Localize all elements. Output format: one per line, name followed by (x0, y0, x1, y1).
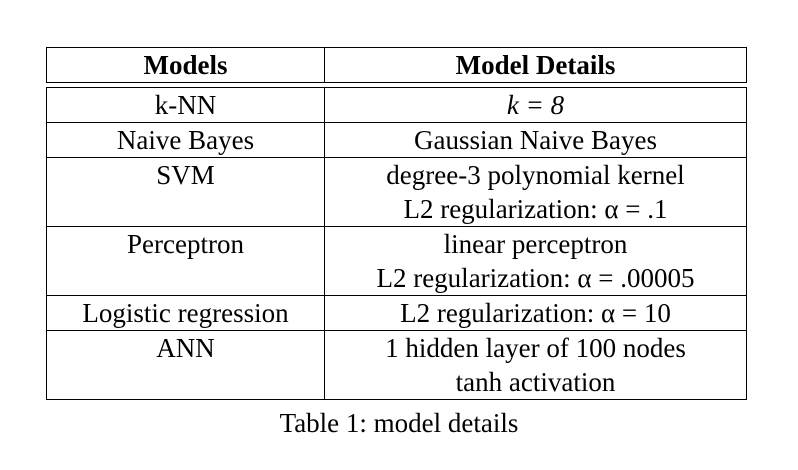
model-details-table-container: Models Model Details k-NN k = 8 Naive Ba… (46, 47, 747, 400)
model-details: Gaussian Naive Bayes (324, 122, 747, 158)
model-name: Perceptron (46, 226, 325, 296)
table-row: Logistic regression L2 regularization: α… (46, 295, 747, 331)
model-details-table: Models Model Details k-NN k = 8 Naive Ba… (46, 47, 747, 400)
detail-line: L2 regularization: α = 10 (400, 298, 671, 328)
model-name: k-NN (46, 87, 325, 123)
detail-line: k = 8 (506, 90, 565, 120)
table-row: ANN 1 hidden layer of 100 nodes tanh act… (46, 330, 747, 400)
detail-line: tanh activation (455, 367, 616, 397)
model-details: linear perceptron L2 regularization: α =… (324, 226, 747, 296)
model-name: Logistic regression (46, 295, 325, 331)
detail-line: L2 regularization: α = .00005 (376, 263, 695, 293)
table-row: Naive Bayes Gaussian Naive Bayes (46, 122, 747, 158)
model-name: SVM (46, 157, 325, 227)
detail-line: degree-3 polynomial kernel (386, 160, 685, 190)
table-caption: Table 1: model details (279, 408, 519, 438)
table-header-row: Models Model Details (46, 47, 747, 83)
detail-line: L2 regularization: α = .1 (403, 194, 668, 224)
model-details: 1 hidden layer of 100 nodes tanh activat… (324, 330, 747, 400)
detail-line: linear perceptron (443, 229, 628, 259)
header-models: Models (46, 47, 325, 83)
table-row: k-NN k = 8 (46, 87, 747, 123)
model-name: ANN (46, 330, 325, 400)
detail-line: 1 hidden layer of 100 nodes (385, 333, 686, 363)
table-row: SVM degree-3 polynomial kernel L2 regula… (46, 157, 747, 227)
model-details: L2 regularization: α = 10 (324, 295, 747, 331)
detail-line: Gaussian Naive Bayes (414, 125, 657, 155)
model-name: Naive Bayes (46, 122, 325, 158)
header-model-details: Model Details (324, 47, 747, 83)
table-row: Perceptron linear perceptron L2 regulari… (46, 226, 747, 296)
model-details: degree-3 polynomial kernel L2 regulariza… (324, 157, 747, 227)
model-details: k = 8 (324, 87, 747, 123)
